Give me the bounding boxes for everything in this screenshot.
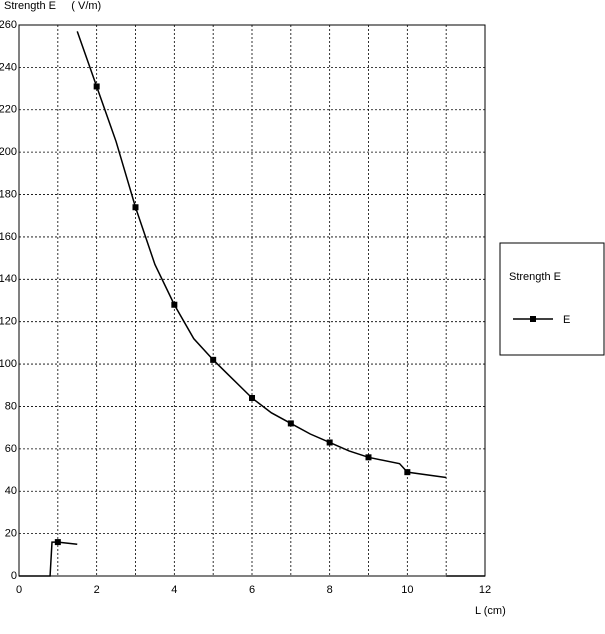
y-tick-label: 0 <box>11 570 17 582</box>
data-marker <box>365 454 372 461</box>
x-tick-label: 10 <box>401 584 413 596</box>
x-tick-label: 8 <box>327 584 333 596</box>
legend-box <box>499 242 605 356</box>
data-marker <box>287 420 294 427</box>
x-tick-label: 6 <box>249 584 255 596</box>
y-tick-label: 20 <box>5 528 17 540</box>
y-tick-label: 180 <box>0 188 17 200</box>
legend-label: E <box>563 314 570 326</box>
y-tick-label: 40 <box>5 485 17 497</box>
y-axis-label: Strength E ( V/m) <box>4 0 101 12</box>
x-tick-label: 12 <box>479 584 491 596</box>
y-tick-label: 220 <box>0 104 17 116</box>
data-marker <box>210 356 217 363</box>
y-tick-label: 200 <box>0 146 17 158</box>
x-axis-label: L (cm) <box>475 605 506 617</box>
data-marker <box>171 301 178 308</box>
y-tick-label: 80 <box>5 400 17 412</box>
data-marker <box>132 204 139 211</box>
legend-title: Strength E <box>509 271 561 283</box>
y-tick-label: 120 <box>0 316 17 328</box>
y-tick-label: 60 <box>5 443 17 455</box>
legend-marker <box>530 316 536 322</box>
data-marker <box>326 439 333 446</box>
y-tick-label: 240 <box>0 61 17 73</box>
plot-frame <box>18 24 486 577</box>
data-marker <box>93 83 100 90</box>
y-tick-label: 260 <box>0 19 17 31</box>
data-marker <box>404 469 411 476</box>
x-tick-label: 4 <box>171 584 177 596</box>
data-marker <box>249 394 255 401</box>
x-tick-label: 2 <box>94 584 100 596</box>
x-tick-label: 0 <box>16 584 22 596</box>
data-marker <box>54 539 61 546</box>
y-tick-label: 100 <box>0 358 17 370</box>
y-tick-label: 160 <box>0 231 17 243</box>
y-tick-label: 140 <box>0 273 17 285</box>
